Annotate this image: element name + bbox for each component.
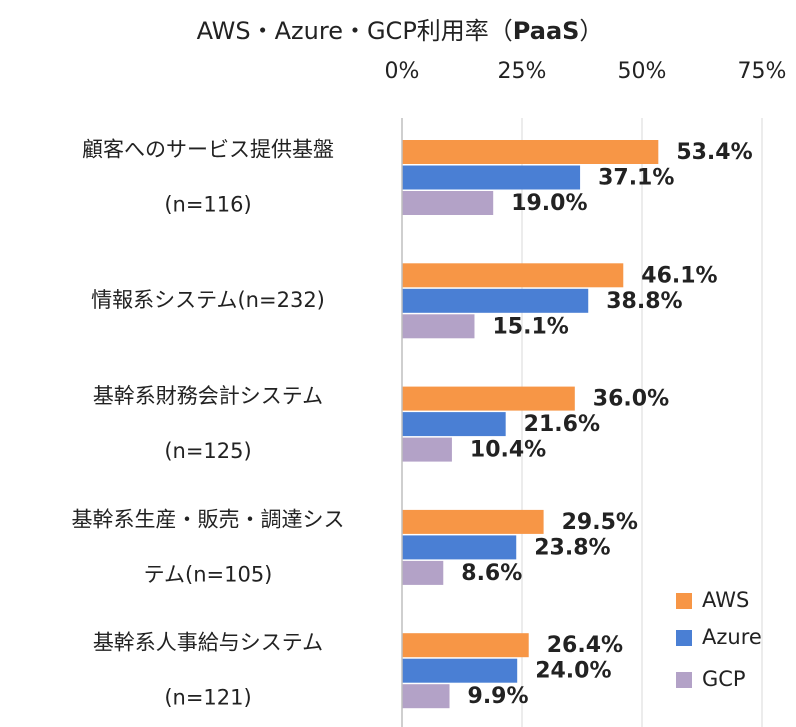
chart-title: AWS・Azure・GCP利用率（PaaS）	[197, 17, 604, 45]
bar	[402, 412, 506, 437]
category-label: 顧客へのサービス提供基盤	[82, 138, 334, 162]
legend-label: Azure	[702, 625, 762, 649]
bar	[402, 191, 494, 215]
bar	[402, 509, 544, 534]
title-part: PaaS	[513, 17, 580, 45]
category-label: 基幹系財務会計システム	[93, 384, 323, 408]
value-label: 36.0%	[593, 387, 669, 412]
value-label: 53.4%	[676, 140, 752, 165]
legend-swatch	[676, 672, 692, 688]
value-label: 10.4%	[470, 438, 546, 463]
bar	[402, 263, 624, 288]
x-tick-label: 25%	[498, 59, 547, 84]
bar	[402, 386, 575, 411]
value-label: 37.1%	[598, 166, 674, 191]
legend-swatch	[676, 630, 692, 646]
bar	[402, 684, 450, 709]
category-label: (n=125)	[164, 439, 251, 463]
bar	[402, 314, 475, 339]
value-label: 24.0%	[535, 659, 611, 684]
value-label: 26.4%	[547, 633, 623, 658]
bar	[402, 535, 517, 560]
value-label: 46.1%	[641, 263, 717, 288]
category-label: (n=116)	[164, 193, 251, 217]
value-label: 23.8%	[534, 535, 610, 560]
value-label: 19.0%	[511, 191, 587, 216]
bar	[402, 165, 581, 190]
bar	[402, 437, 452, 462]
x-tick-label: 0%	[385, 59, 420, 84]
bar	[402, 140, 659, 164]
value-label: 38.8%	[606, 289, 682, 314]
bar	[402, 633, 529, 658]
x-tick-label: 50%	[618, 59, 667, 84]
x-tick-label: 75%	[738, 59, 787, 84]
value-label: 15.1%	[492, 314, 568, 339]
legend-label: AWS	[702, 588, 749, 612]
bar	[402, 658, 518, 683]
value-label: 29.5%	[562, 510, 638, 535]
title-part: AWS・Azure・GCP利用率（	[197, 17, 513, 45]
bar	[402, 560, 444, 585]
value-label: 9.9%	[468, 684, 529, 709]
category-label: 基幹系生産・販売・調達シス	[72, 507, 345, 531]
value-label: 8.6%	[461, 561, 522, 586]
category-label: 情報系システム(n=232)	[91, 288, 325, 312]
category-label: 基幹系人事給与システム	[93, 631, 323, 655]
legend-label: GCP	[702, 667, 746, 691]
value-label: 21.6%	[524, 412, 600, 437]
bar	[402, 288, 589, 313]
legend-swatch	[676, 593, 692, 609]
category-label: (n=121)	[164, 686, 251, 710]
title-part: ）	[579, 17, 603, 45]
category-label: テム(n=105)	[144, 562, 273, 586]
